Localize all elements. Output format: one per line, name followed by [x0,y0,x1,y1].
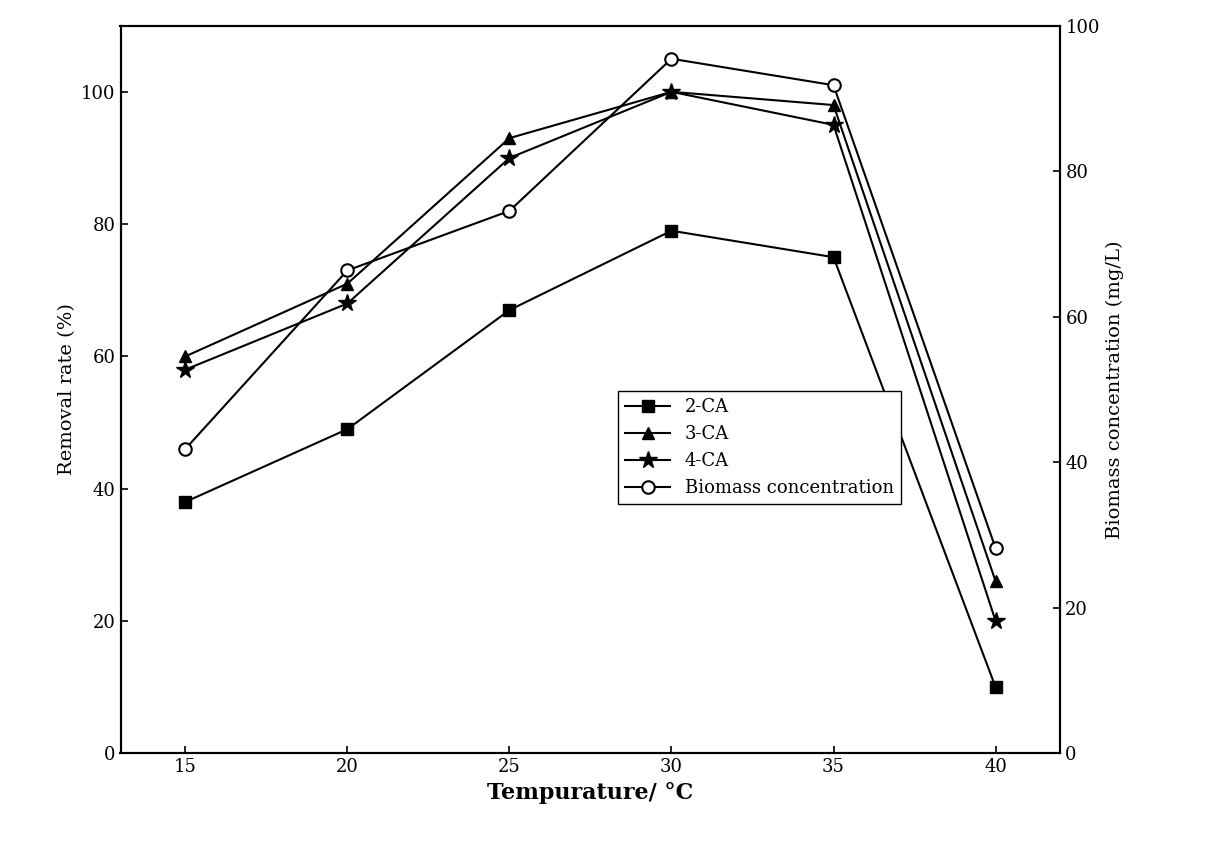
Biomass concentration [827,80,841,91]
Line: Biomass concentration: Biomass concentration [180,52,1001,555]
4-CA [988,615,1003,626]
2-CA [178,496,193,507]
2-CA [827,252,841,262]
4-CA [827,120,841,130]
4-CA [664,86,678,97]
Y-axis label: Biomass concentration (mg/L): Biomass concentration (mg/L) [1105,241,1123,538]
Biomass concentration [502,205,517,216]
3-CA [178,351,193,361]
Biomass concentration [664,54,678,64]
3-CA [664,86,678,97]
Line: 3-CA: 3-CA [180,86,1001,587]
2-CA [502,305,517,315]
3-CA [988,576,1003,586]
2-CA [340,424,354,434]
X-axis label: Tempurature/ °C: Tempurature/ °C [487,782,694,804]
3-CA [340,278,354,288]
Legend: 2-CA, 3-CA, 4-CA, Biomass concentration: 2-CA, 3-CA, 4-CA, Biomass concentration [618,391,901,504]
Line: 4-CA: 4-CA [176,83,1005,630]
4-CA [340,299,354,309]
Line: 2-CA: 2-CA [180,224,1001,693]
4-CA [502,153,517,163]
Y-axis label: Removal rate (%): Removal rate (%) [58,304,76,475]
3-CA [827,100,841,110]
2-CA [988,682,1003,693]
3-CA [502,133,517,143]
Biomass concentration [340,265,354,276]
Biomass concentration [178,444,193,455]
2-CA [664,226,678,236]
Biomass concentration [988,543,1003,553]
4-CA [178,365,193,375]
